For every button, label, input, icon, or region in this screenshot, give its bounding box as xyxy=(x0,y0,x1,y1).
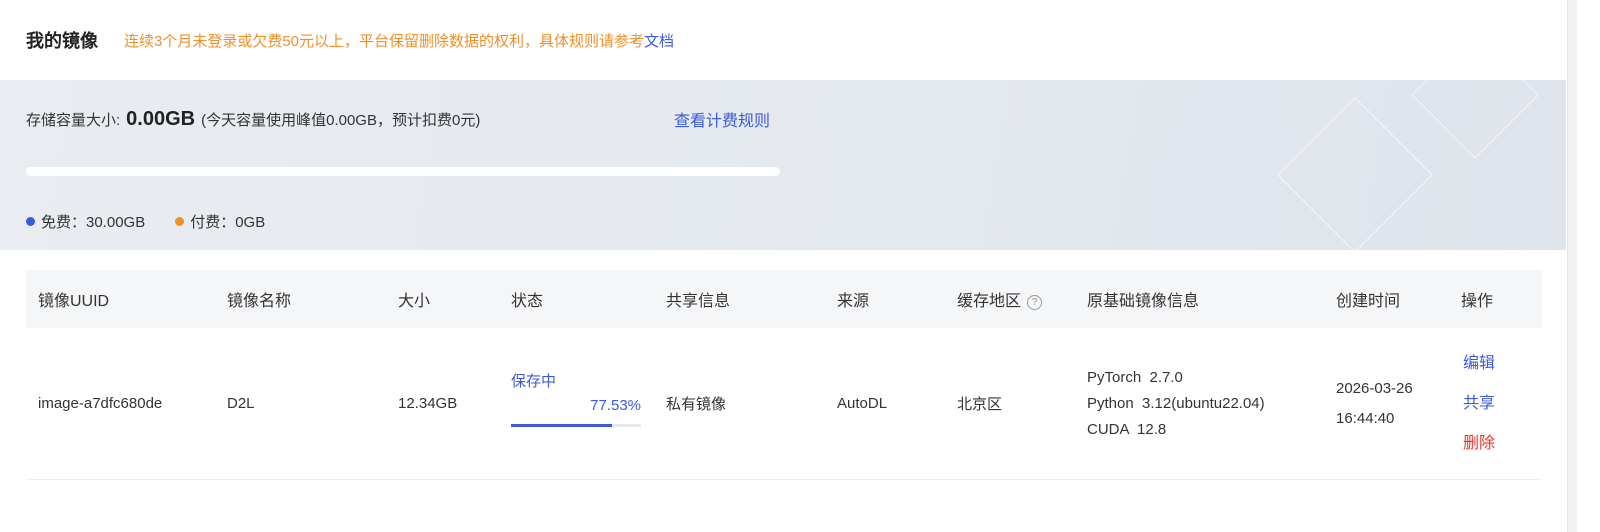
col-size: 大小 xyxy=(398,293,431,310)
legend-free: 免费：30.00GB xyxy=(26,211,145,232)
storage-usage-bar xyxy=(26,167,780,176)
billing-rule-link[interactable]: 查看计费规则 xyxy=(674,113,771,130)
storage-detail: (今天容量使用峰值0.00GB，预计扣费0元) xyxy=(201,112,481,129)
storage-panel: 存储容量大小: 0.00GB (今天容量使用峰值0.00GB，预计扣费0元) 查… xyxy=(0,80,1566,250)
image-uuid: image-a7dfc680de xyxy=(38,395,163,412)
source: AutoDL xyxy=(837,395,888,412)
status-text: 保存中 xyxy=(511,373,557,390)
col-status: 状态 xyxy=(511,293,544,310)
col-region-label: 缓存地区 xyxy=(957,293,1022,310)
base-pytorch: PyTorch 2.7.0 xyxy=(1087,368,1183,386)
col-name: 镜像名称 xyxy=(227,293,292,310)
col-region: 缓存地区? xyxy=(957,287,1043,311)
actions: 编辑 共享 删除 xyxy=(1463,344,1495,464)
created-date: 2026-03-26 xyxy=(1336,379,1413,397)
image-name: D2L xyxy=(227,395,255,412)
notice-message: 连续3个月未登录或欠费50元以上，平台保留删除数据的权利，具体规则请参考 xyxy=(124,32,645,50)
share-info: 私有镜像 xyxy=(666,396,727,413)
storage-size: 0.00GB xyxy=(126,108,196,130)
col-base: 原基础镜像信息 xyxy=(1087,293,1200,310)
notice-text: 连续3个月未登录或欠费50元以上，平台保留删除数据的权利，具体规则请参考文档 xyxy=(124,30,674,51)
base-python: Python 3.12(ubuntu22.04) xyxy=(1087,394,1265,412)
doc-link[interactable]: 文档 xyxy=(644,32,675,50)
legend-paid: 付费：0GB xyxy=(175,211,265,232)
edit-button[interactable]: 编辑 xyxy=(1463,354,1496,372)
table-header: 镜像UUID 镜像名称 大小 状态 共享信息 来源 缓存地区? 原基础镜像信息 … xyxy=(26,270,1542,328)
created-clock: 16:44:40 xyxy=(1336,409,1395,427)
progress-text: 77.53% xyxy=(590,397,641,414)
status-cell: 保存中 77.53% xyxy=(511,370,641,427)
legend-free-label: 免费：30.00GB xyxy=(41,214,146,231)
share-button[interactable]: 共享 xyxy=(1463,394,1496,412)
legend-paid-label: 付费：0GB xyxy=(190,214,266,231)
progress-bar xyxy=(511,424,641,427)
table-row: image-a7dfc680de D2L 12.34GB 保存中 77.53% … xyxy=(26,328,1542,480)
orange-dot-icon xyxy=(175,217,185,226)
col-actions: 操作 xyxy=(1461,293,1494,310)
storage-label: 存储容量大小: xyxy=(26,112,121,129)
base-image-info: PyTorch 2.7.0 Python 3.12(ubuntu22.04) C… xyxy=(1087,365,1265,443)
col-source: 来源 xyxy=(837,293,870,310)
page-title: 我的镜像 xyxy=(26,31,98,51)
help-icon[interactable]: ? xyxy=(1027,295,1043,310)
page-header: 我的镜像 连续3个月未登录或欠费50元以上，平台保留删除数据的权利，具体规则请参… xyxy=(0,0,1566,80)
col-created: 创建时间 xyxy=(1336,293,1401,310)
col-uuid: 镜像UUID xyxy=(38,293,110,310)
image-table: 镜像UUID 镜像名称 大小 状态 共享信息 来源 缓存地区? 原基础镜像信息 … xyxy=(26,270,1542,480)
delete-button[interactable]: 删除 xyxy=(1463,434,1496,452)
base-cuda: CUDA 12.8 xyxy=(1087,420,1167,438)
image-size: 12.34GB xyxy=(398,395,458,412)
scrollbar[interactable] xyxy=(1566,0,1600,532)
col-share: 共享信息 xyxy=(666,293,731,310)
blue-dot-icon xyxy=(26,217,35,226)
created-time: 2026-03-26 16:44:40 xyxy=(1336,374,1413,434)
region: 北京区 xyxy=(957,396,1003,413)
